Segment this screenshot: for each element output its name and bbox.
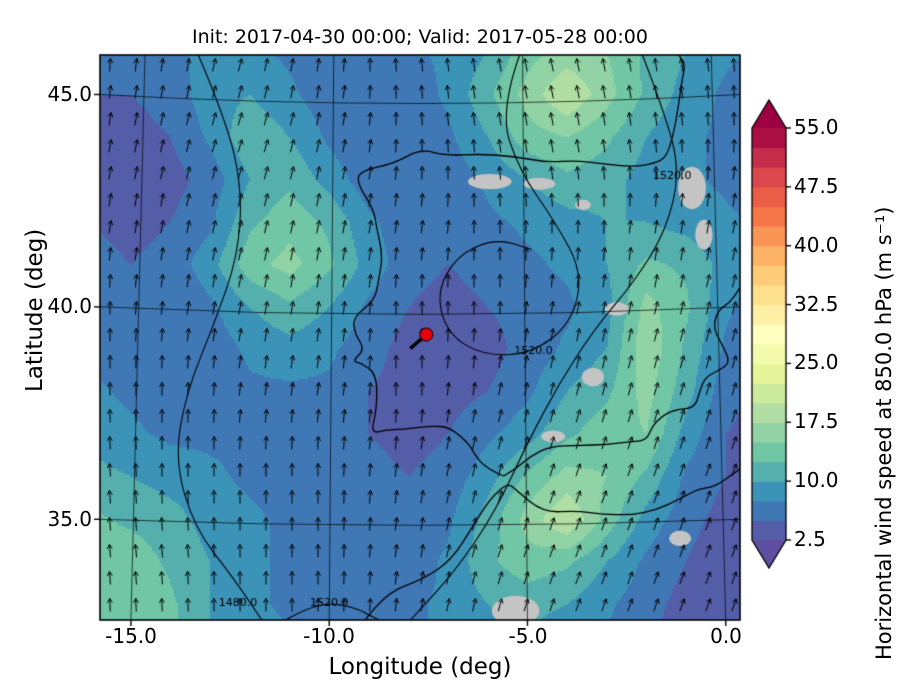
- colorbar-tick-label: 10.0: [794, 468, 839, 492]
- y-tick-label: 45.0: [47, 82, 92, 106]
- x-tick-label: -10.0: [303, 624, 355, 648]
- x-tick-label: -5.0: [508, 624, 548, 648]
- colorbar-tick-label: 32.5: [794, 292, 839, 316]
- colorbar-tick-label: 47.5: [794, 174, 839, 198]
- colorbar-tick-label: 25.0: [794, 350, 839, 374]
- y-tick-label: 40.0: [47, 294, 92, 318]
- colorbar-tick-label: 2.5: [794, 527, 826, 551]
- plot-title: Init: 2017-04-30 00:00; Valid: 2017-05-2…: [192, 26, 648, 48]
- x-tick-label: -15.0: [105, 624, 157, 648]
- x-tick-label: 0.0: [710, 624, 742, 648]
- colorbar-tick-label: 17.5: [794, 409, 839, 433]
- y-tick-label: 35.0: [47, 507, 92, 531]
- colorbar-tick-label: 40.0: [794, 233, 839, 257]
- x-axis-label: Longitude (deg): [328, 654, 512, 680]
- colorbar-tick-label: 55.0: [794, 115, 839, 139]
- colorbar-label: Horizontal wind speed at 850.0 hPa (m s⁻…: [872, 206, 896, 660]
